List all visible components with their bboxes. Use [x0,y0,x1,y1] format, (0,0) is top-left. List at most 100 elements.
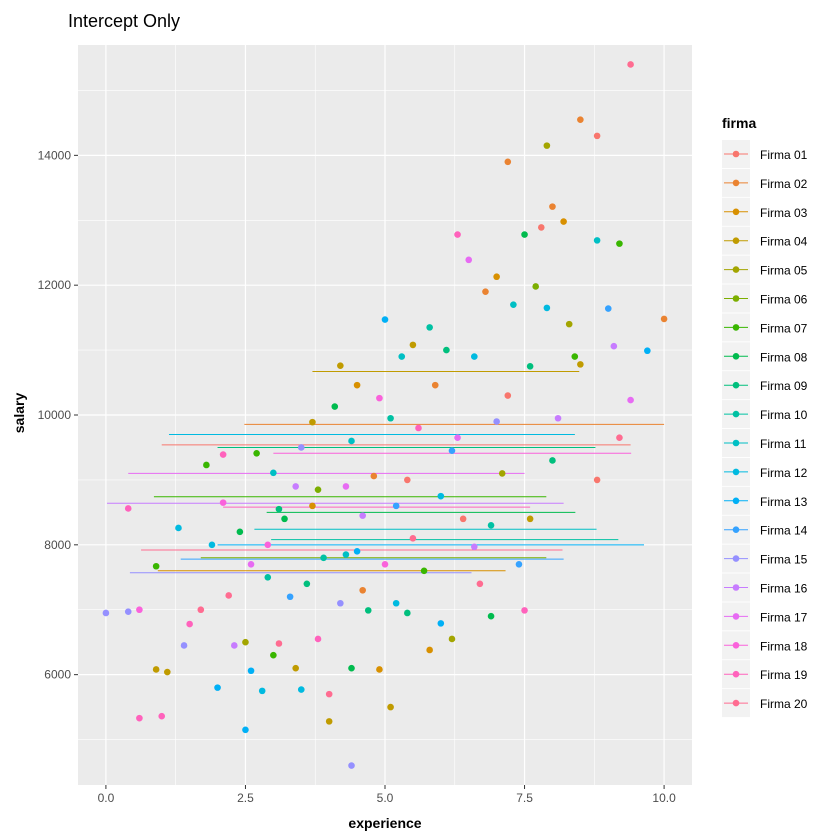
data-point [409,535,417,542]
legend-key-point [732,208,740,216]
legend-label: Firma 06 [760,293,808,307]
data-point [325,690,333,698]
legend-label: Firma 20 [760,697,808,711]
data-point [180,642,188,649]
legend-label: Firma 04 [760,235,808,249]
data-point [437,492,445,500]
data-point [314,635,322,643]
data-point [297,444,305,451]
data-point [342,483,350,490]
data-point [219,499,227,506]
data-point [381,316,389,323]
data-point [175,524,182,532]
data-point [387,703,394,711]
data-point [426,646,433,654]
data-point [532,283,540,290]
data-point [459,515,467,523]
data-point [398,353,406,360]
data-point [158,712,166,720]
data-point [565,320,573,328]
x-tick-label: 7.5 [516,791,533,805]
data-point [616,434,623,442]
data-point [286,593,294,601]
x-axis-title: experience [348,815,421,831]
data-point [102,609,110,617]
legend-key-point [732,468,740,476]
data-point [264,541,272,549]
data-point [186,620,193,628]
data-point [616,240,623,247]
data-point [549,203,556,210]
data-point [348,664,355,672]
data-point [247,560,255,568]
gridlines [78,45,692,785]
data-point [431,381,439,389]
data-point [353,548,361,555]
data-point [471,543,478,551]
data-point [219,451,227,458]
data-point [242,638,249,646]
data-point [521,607,528,614]
legend-label: Firma 19 [760,668,808,682]
data-point [437,620,445,627]
data-point [281,515,288,523]
axes: 0.0 2.5 5.0 7.5 10.0 6000 8000 10000 12000 14000 [38,148,676,805]
data-point [381,560,389,568]
data-point [152,562,160,570]
legend-key-point [732,150,740,158]
data-point [604,305,612,312]
legend-key-point [732,381,740,389]
data-point [309,502,316,510]
y-tick-label: 8000 [44,538,71,552]
x-tick-label: 0.0 [98,791,115,805]
legend-label: Firma 01 [760,148,808,162]
data-point [152,666,160,673]
legend-key-point [732,179,740,187]
data-point [292,664,299,672]
data-point [320,554,327,562]
legend-key-point [732,295,740,302]
legend-key-point [732,324,740,331]
data-point [504,158,512,166]
legend-key-point [732,613,740,620]
data-point [303,580,311,588]
legend-label: Firma 08 [760,350,808,364]
x-tick-label: 5.0 [377,791,394,805]
data-point [610,342,618,350]
legend-key-point [732,555,740,562]
data-point [337,599,344,607]
chart-title: Intercept Only [68,11,180,31]
legend-key-point [732,584,740,591]
legend-key-point [732,266,740,273]
legend-title: firma [722,115,756,131]
data-point [297,686,305,693]
data-point [560,218,567,225]
legend-label: Firma 02 [760,177,808,191]
data-point [275,505,283,513]
data-point [660,315,668,323]
y-tick-label: 12000 [38,278,72,292]
data-point [275,640,283,647]
data-point [136,714,143,722]
data-point [554,414,562,422]
data-point [331,403,339,410]
legend-key-point [732,526,740,533]
data-point [443,346,450,354]
data-point [521,231,528,238]
data-point [543,142,551,149]
data-point [124,505,132,512]
data-point [420,567,428,575]
legend-label: Firma 05 [760,264,808,278]
data-point [364,607,372,614]
data-point [124,608,132,615]
data-point [342,551,350,558]
data-point [270,651,277,659]
y-tick-label: 6000 [44,668,71,682]
data-point [208,541,216,549]
data-point [404,476,411,484]
legend-label: Firma 13 [760,495,808,509]
data-point [348,762,355,769]
data-point [577,361,584,368]
data-point [197,606,205,614]
data-point [264,573,272,581]
